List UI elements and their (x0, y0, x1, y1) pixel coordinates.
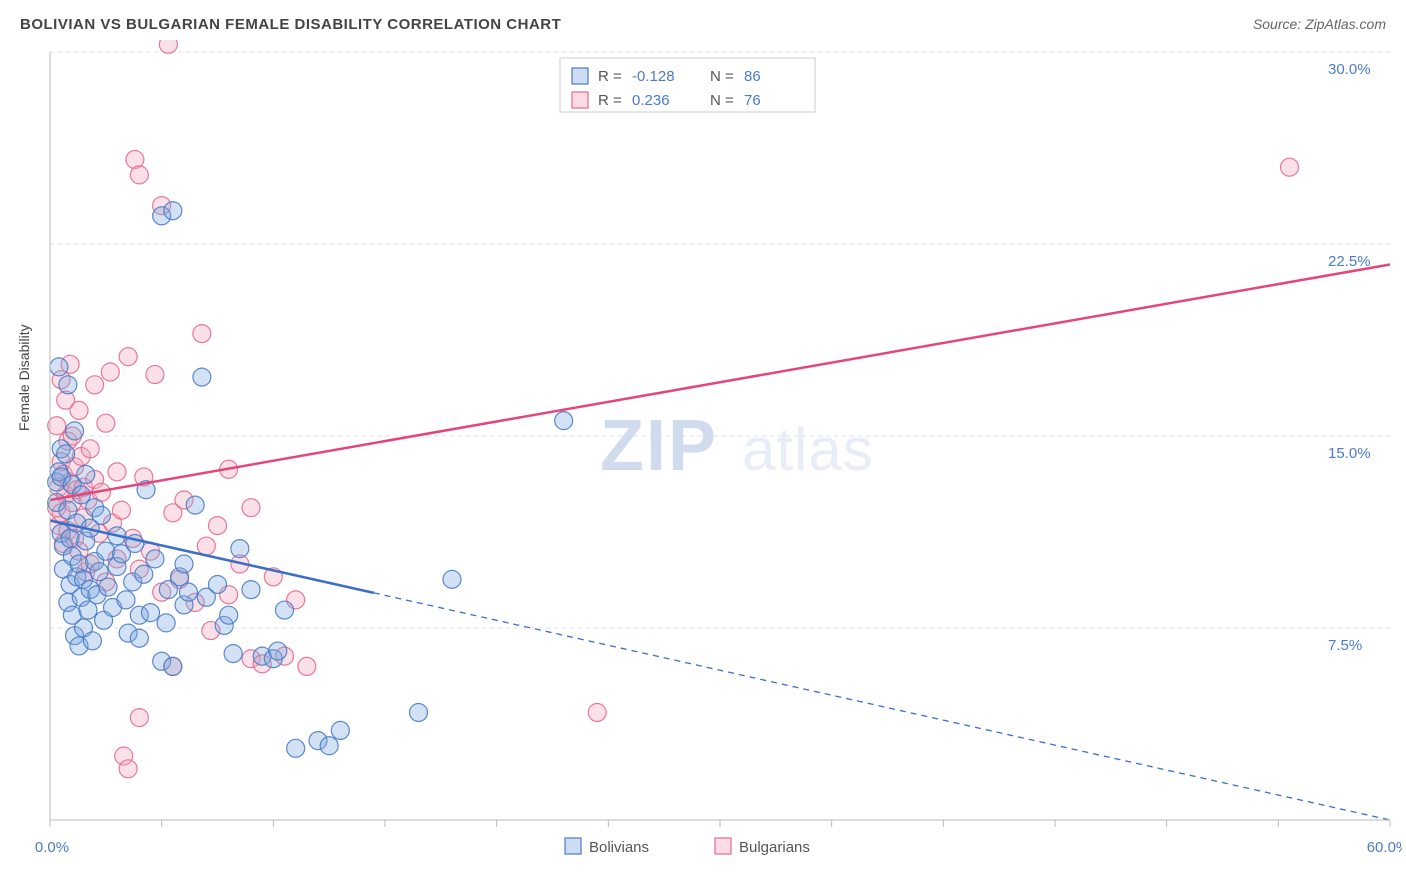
data-point (179, 583, 197, 601)
data-point (99, 578, 117, 596)
data-point (193, 368, 211, 386)
data-point (157, 614, 175, 632)
y-tick-label: 7.5% (1328, 637, 1362, 654)
data-point (130, 629, 148, 647)
watermark-zip: ZIP (600, 406, 718, 486)
legend-n-value: 76 (744, 92, 761, 109)
data-point (186, 496, 204, 514)
data-point (320, 737, 338, 755)
data-point (142, 604, 160, 622)
data-point (555, 412, 573, 430)
y-tick-label: 22.5% (1328, 253, 1371, 270)
data-point (287, 739, 305, 757)
data-point (130, 166, 148, 184)
data-point (117, 591, 135, 609)
regression-line (50, 264, 1390, 500)
data-point (50, 358, 68, 376)
data-point (146, 550, 164, 568)
data-point (112, 501, 130, 519)
data-point (209, 517, 227, 535)
data-point (92, 506, 110, 524)
data-point (86, 376, 104, 394)
data-point (331, 721, 349, 739)
data-point (224, 645, 242, 663)
data-point (159, 40, 177, 53)
data-point (242, 581, 260, 599)
data-point (197, 537, 215, 555)
data-point (242, 499, 260, 517)
x-tick-label: 0.0% (35, 839, 69, 856)
data-point (175, 555, 193, 573)
plot-area: Female Disability 7.5%15.0%22.5%30.0%ZIP… (20, 40, 1402, 882)
data-point (57, 445, 75, 463)
data-point (209, 575, 227, 593)
regression-line-extrapolated (374, 593, 1390, 820)
legend-swatch (565, 838, 581, 854)
data-point (135, 565, 153, 583)
data-point (269, 642, 287, 660)
legend-swatch (715, 838, 731, 854)
data-point (130, 709, 148, 727)
data-point (298, 657, 316, 675)
legend-r-label: R = (598, 68, 622, 85)
legend-swatch (572, 92, 588, 108)
data-point (220, 606, 238, 624)
y-axis-title: Female Disability (16, 324, 32, 431)
legend-n-value: 86 (744, 68, 761, 85)
data-point (193, 325, 211, 343)
data-point (410, 703, 428, 721)
y-tick-label: 30.0% (1328, 61, 1371, 78)
data-point (81, 440, 99, 458)
data-point (588, 703, 606, 721)
legend-r-value: -0.128 (632, 68, 675, 85)
watermark-atlas: atlas (742, 416, 874, 483)
data-point (146, 366, 164, 384)
chart-title: BOLIVIAN VS BULGARIAN FEMALE DISABILITY … (20, 16, 561, 33)
data-point (108, 463, 126, 481)
y-tick-label: 15.0% (1328, 445, 1371, 462)
data-point (231, 540, 249, 558)
data-point (59, 376, 77, 394)
chart-source: Source: ZipAtlas.com (1253, 16, 1386, 32)
data-point (66, 422, 84, 440)
legend-series-name: Bulgarians (739, 839, 810, 856)
data-point (1281, 158, 1299, 176)
data-point (119, 760, 137, 778)
data-point (83, 632, 101, 650)
data-point (97, 414, 115, 432)
data-point (101, 363, 119, 381)
legend-swatch (572, 68, 588, 84)
scatter-chart: 7.5% 15.0% 22.5% 30.0% ZIP atlas 0.0% 60.0% R =-… (20, 40, 1402, 882)
x-tick-label: 60.0% (1367, 839, 1402, 856)
data-point (119, 348, 137, 366)
legend-r-label: R = (598, 92, 622, 109)
data-point (443, 570, 461, 588)
data-point (77, 465, 95, 483)
data-point (70, 401, 88, 419)
data-point (97, 542, 115, 560)
data-point (276, 601, 294, 619)
data-point (164, 202, 182, 220)
legend-r-value: 0.236 (632, 92, 670, 109)
data-point (164, 657, 182, 675)
legend-n-label: N = (710, 92, 734, 109)
legend-series-name: Bolivians (589, 839, 649, 856)
legend-n-label: N = (710, 68, 734, 85)
